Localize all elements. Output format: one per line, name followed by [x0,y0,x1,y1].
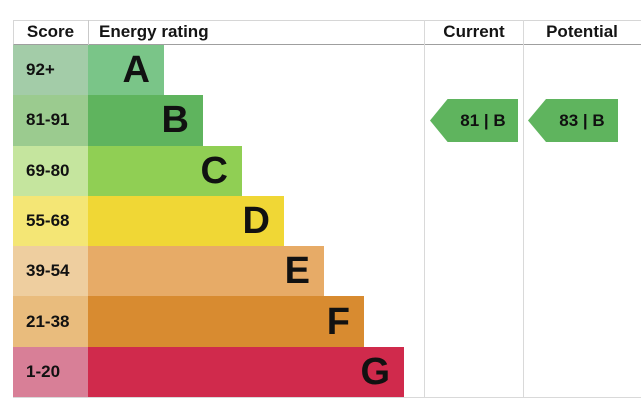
band-rows: 92+ A 81-91 B 69-80 C 55-68 D 39-54 E 21… [13,45,425,397]
band-letter-b: B [161,99,189,142]
band-score-e: 39-54 [13,246,88,297]
band-score-g: 1-20 [13,346,88,397]
band-letter-g: G [360,350,390,393]
band-row-f: 21-38 F [13,296,425,347]
band-bar-c: C [88,145,242,196]
potential-arrow-label: 83 | B [559,110,605,130]
band-letter-e: E [284,250,310,293]
potential-column-divider [523,20,524,397]
band-bar-g: G [88,346,404,397]
header-score-label: Score [26,22,75,41]
header-energy-rating-label: Energy rating [99,22,209,41]
band-row-g: 1-20 G [13,346,425,397]
band-row-e: 39-54 E [13,246,425,297]
header-potential-label: Potential [546,22,618,41]
current-column-divider [424,20,425,397]
band-letter-f: F [326,300,350,343]
band-row-c: 69-80 C [13,145,425,196]
header-row [13,20,641,45]
band-score-b: 81-91 [13,95,88,146]
band-letter-c: C [200,149,228,192]
current-arrow: 81 | B [430,99,518,142]
chart-bottom-border [13,397,641,398]
band-score-f: 21-38 [13,296,88,347]
score-column-divider [88,20,89,45]
band-bar-b: B [88,95,203,146]
band-bar-e: E [88,246,324,297]
current-arrow-shape [430,99,518,142]
band-row-a: 92+ A [13,45,425,96]
band-letter-d: D [242,199,270,242]
band-row-d: 55-68 D [13,195,425,247]
band-score-a: 92+ [13,45,88,96]
band-bar-f: F [88,296,364,347]
band-score-c: 69-80 [13,145,88,196]
band-bar-d: D [88,195,284,247]
band-letter-a: A [122,49,150,92]
potential-arrow-shape [528,99,618,142]
potential-arrow: 83 | B [528,99,618,142]
band-bar-a: A [88,45,164,96]
header-current-label: Current [443,22,505,41]
band-row-b: 81-91 B [13,95,425,146]
current-arrow-label: 81 | B [460,110,506,130]
band-score-d: 55-68 [13,195,88,247]
